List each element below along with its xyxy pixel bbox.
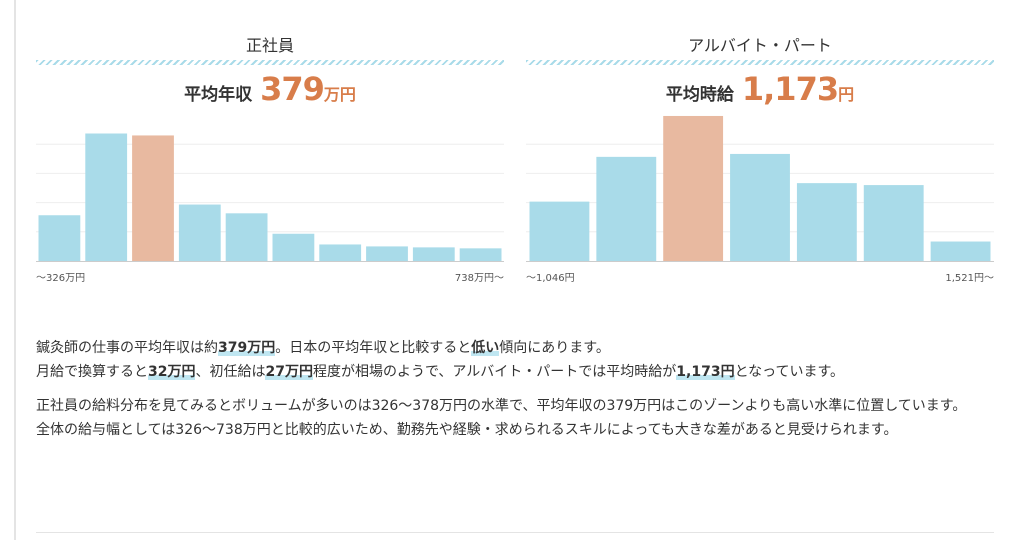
emphasized-text: 27万円 xyxy=(265,364,313,380)
parttime-wage-chart xyxy=(526,115,994,262)
average-bar xyxy=(132,135,174,261)
fulltime-x-min-label: 〜326万円 xyxy=(36,273,86,284)
body-text: 程度が相場のようで、アルバイト・パートでは平均時給が xyxy=(312,364,677,380)
average-bar xyxy=(663,115,724,262)
body-text: 全体の給与幅としては326〜738万円と比較的広いため、勤務先や経験・求められる… xyxy=(36,422,898,438)
parttime-x-min-label: 〜1,046円 xyxy=(526,273,575,284)
bar xyxy=(38,215,81,261)
emphasized-text: 1,173円 xyxy=(676,364,735,380)
fulltime-x-max-label: 738万円〜 xyxy=(454,273,504,284)
salary-summary: 鍼灸師の仕事の平均年収は約379万円。日本の平均年収と比較すると低い傾向にありま… xyxy=(36,336,996,452)
left-border-line xyxy=(14,0,16,540)
fulltime-headline-label: 平均年収 xyxy=(184,85,253,105)
bar xyxy=(412,247,455,261)
parttime-headline-label: 平均時給 xyxy=(665,85,734,105)
fulltime-title: 正社員 xyxy=(245,36,294,55)
fulltime-headline-unit: 万円 xyxy=(323,85,356,104)
parttime-stripe-divider xyxy=(526,60,994,65)
fulltime-panel: 正社員 平均年収 379万円 〜326万円 738万円〜 xyxy=(36,34,504,285)
emphasized-text: 低い xyxy=(471,340,500,356)
bottom-divider xyxy=(36,532,994,533)
body-text: 傾向にあります。 xyxy=(499,340,610,356)
fulltime-stripe-divider xyxy=(36,60,504,65)
body-text: 月給で換算すると xyxy=(36,364,148,380)
parttime-x-max-label: 1,521円〜 xyxy=(945,273,994,284)
parttime-x-axis: 〜1,046円 1,521円〜 xyxy=(526,267,994,285)
bar xyxy=(930,241,991,261)
bar xyxy=(319,244,362,261)
summary-paragraph-1: 鍼灸師の仕事の平均年収は約379万円。日本の平均年収と比較すると低い傾向にありま… xyxy=(36,336,996,384)
emphasized-text: 32万円 xyxy=(148,364,196,380)
parttime-panel: アルバイト・パート 平均時給 1,173円 〜1,046円 1,521円〜 xyxy=(526,34,994,285)
bar xyxy=(596,156,657,261)
body-text: となっています。 xyxy=(734,364,845,380)
bar xyxy=(225,213,268,261)
fulltime-salary-chart xyxy=(36,133,504,262)
bar xyxy=(863,185,924,261)
bar xyxy=(730,153,790,261)
bar xyxy=(85,133,128,261)
bar xyxy=(366,246,408,261)
body-text: 正社員の給料分布を見てみるとボリュームが多いのは326〜378万円の水準で、平均… xyxy=(36,398,967,414)
bar xyxy=(529,201,590,261)
emphasized-text: 379万円 xyxy=(218,340,276,356)
bar xyxy=(796,183,857,261)
body-text: 。日本の平均年収と比較すると xyxy=(275,340,472,356)
parttime-headline: 平均時給 1,173円 xyxy=(526,65,994,113)
parttime-headline-value: 1,173 xyxy=(741,70,839,108)
bar xyxy=(459,248,502,261)
parttime-title: アルバイト・パート xyxy=(688,36,832,55)
fulltime-x-axis: 〜326万円 738万円〜 xyxy=(36,267,504,285)
parttime-headline-unit: 円 xyxy=(838,85,855,104)
fulltime-headline: 平均年収 379万円 xyxy=(36,65,504,113)
summary-paragraph-2: 正社員の給料分布を見てみるとボリュームが多いのは326〜378万円の水準で、平均… xyxy=(36,394,996,442)
bar xyxy=(272,233,315,261)
body-text: 鍼灸師の仕事の平均年収は約 xyxy=(36,340,218,356)
body-text: 、初任給は xyxy=(195,364,266,380)
bar xyxy=(178,204,221,261)
fulltime-headline-value: 379 xyxy=(260,70,325,108)
